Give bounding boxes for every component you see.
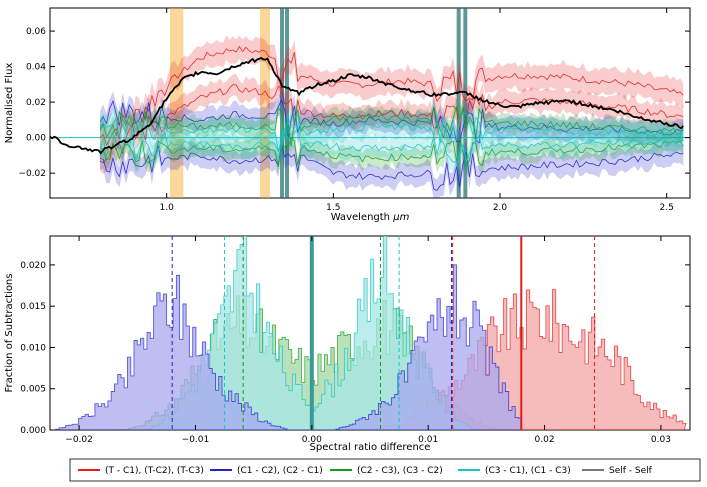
legend-label-4: Self - Self: [609, 466, 653, 476]
spectrum-x-tick-label: 1.0: [160, 203, 175, 213]
histogram-y-tick-label: 0.020: [20, 261, 46, 271]
histogram-x-tick-label: 0.03: [651, 435, 671, 445]
spectrum-x-tick-label: 1.5: [326, 203, 340, 213]
absorption-band-0: [170, 8, 184, 198]
ratio-line-6: [99, 112, 684, 152]
legend-label-0: (T - C1), (T-C2), (T-C3): [105, 466, 204, 476]
spectrum-line: [50, 56, 684, 155]
spectrum-panel: 1.0 1.5 2.0 2.5 −0.02 0.00 0.02 0.04 0.06 Wavele…: [4, 7, 691, 223]
histogram-1: [55, 264, 523, 430]
legend-label-1: (C1 - C2), (C2 - C1): [237, 466, 323, 476]
telluric-strip-3: [463, 8, 468, 198]
ratio-line-3: [99, 144, 684, 191]
spectrum-x-tick-label: 2.0: [493, 203, 508, 213]
uncertainty-band-7: [100, 116, 684, 173]
telluric-strip-2: [456, 8, 461, 198]
absorption-band-1: [260, 8, 270, 198]
legend: (T - C1), (T-C2), (T-C3) (C1 - C2), (C2 -…: [69, 458, 701, 482]
spectrum-plot-frame: [49, 7, 691, 199]
spectrum-y-tick-label: 0.06: [26, 27, 46, 37]
histogram-x-tick-label: −0.02: [65, 435, 93, 445]
ratio-line-7: [99, 125, 684, 164]
spectrum-x-label: Wavelength μm: [331, 212, 410, 223]
ratio-line-5: [99, 136, 684, 168]
histogram-x-label: Spectral ratio difference: [310, 442, 431, 453]
histogram-y-label: Fraction of Subtractions: [4, 274, 15, 393]
uncertainty-band-5: [100, 127, 684, 176]
histogram-y-tick-label: 0.015: [20, 302, 46, 312]
histogram-y-tick-label: 0.000: [20, 426, 46, 436]
spectrum-y-tick-label: −0.02: [18, 169, 46, 179]
histogram-panel: −0.02 −0.01 0.00 0.01 0.02 0.03 0.000 0.005 0.01…: [4, 235, 691, 453]
legend-label-2: (C2 - C3), (C3 - C2): [357, 466, 443, 476]
spectrum-y-tick-label: 0.04: [26, 63, 46, 73]
ratio-line-0: [99, 45, 684, 147]
uncertainty-band-3: [100, 134, 684, 198]
histogram-x-tick-label: 0.01: [418, 435, 438, 445]
histogram-x-tick-label: 0.02: [535, 435, 555, 445]
spectrum-x-tick-label: 2.5: [660, 203, 674, 213]
histogram-y-tick-label: 0.005: [20, 385, 46, 395]
histogram-x-tick-label: 0.00: [302, 435, 322, 445]
histogram-x-tick-label: −0.01: [182, 435, 210, 445]
telluric-strip-0: [280, 8, 284, 198]
uncertainty-band-2: [100, 89, 684, 156]
spectrum-y-label: Normalised Flux: [4, 63, 15, 144]
spectrum-y-tick-label: 0.02: [26, 98, 46, 108]
legend-box: [69, 458, 701, 482]
legend-label-3: (C3 - C1), (C1 - C3): [485, 466, 571, 476]
spectrum-y-tick-label: 0.00: [26, 134, 46, 144]
uncertainty-band-0: [100, 35, 684, 156]
histogram-y-tick-label: 0.010: [20, 343, 46, 353]
uncertainty-band-6: [100, 101, 684, 163]
